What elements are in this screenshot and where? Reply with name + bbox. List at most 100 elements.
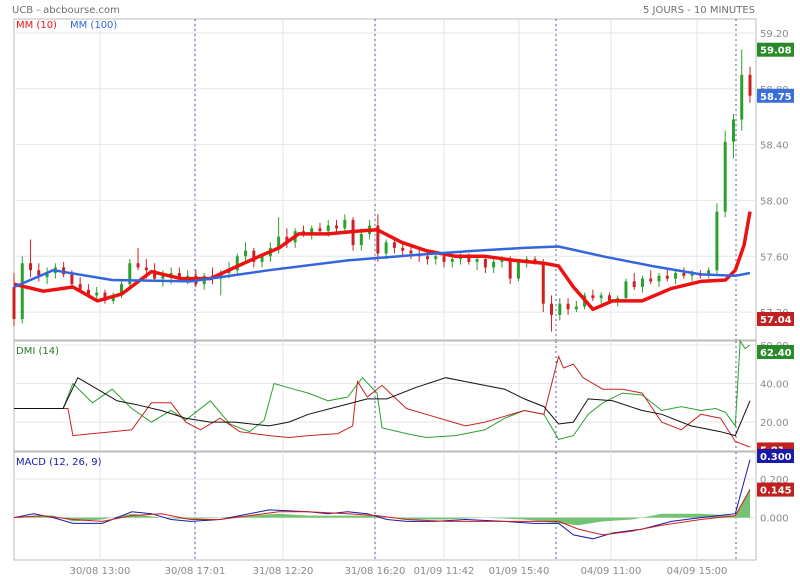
- y-tick-label: 58.00: [760, 196, 789, 207]
- candle-body: [715, 211, 719, 271]
- candle-body: [376, 225, 380, 254]
- x-tick-label: 31/08 12:20: [253, 566, 314, 577]
- candle-body: [37, 270, 41, 278]
- candle-body: [500, 259, 504, 262]
- candle-body: [244, 250, 248, 257]
- candle-body: [392, 242, 396, 248]
- dmi-line: [14, 354, 751, 448]
- candle-body: [153, 270, 157, 279]
- last-value-text: 0.145: [760, 486, 792, 497]
- y-tick-label: 58.40: [760, 141, 789, 152]
- macd-line: [13, 459, 751, 540]
- candle-body: [723, 141, 727, 212]
- dmi-line: [14, 376, 751, 437]
- candle-body: [20, 263, 24, 320]
- candle-body: [541, 261, 545, 304]
- candle-body: [748, 74, 752, 96]
- x-tick-label: 04/09 15:00: [667, 566, 728, 577]
- last-value-tag: [757, 449, 794, 463]
- candle-body: [516, 261, 520, 279]
- candle-body: [492, 261, 496, 268]
- last-value-tag: [757, 312, 794, 326]
- x-tick-label: 04/09 11:00: [581, 566, 642, 577]
- candle-body: [475, 259, 479, 262]
- candle-body: [649, 278, 653, 282]
- candle-body: [707, 270, 711, 276]
- price-frame: [13, 18, 757, 341]
- candle-body: [169, 273, 173, 276]
- last-value-text: 62.40: [760, 348, 792, 359]
- dmi-frame: [13, 340, 757, 452]
- legend-entry: MM (10): [16, 20, 57, 31]
- candle-body: [128, 263, 132, 285]
- candle-body: [86, 289, 90, 296]
- candle-body: [409, 250, 413, 254]
- candle-body: [235, 256, 239, 271]
- legend-entry: MM (100): [70, 20, 117, 31]
- candle-body: [95, 292, 99, 296]
- y-tick-label: 40.00: [760, 379, 789, 390]
- x-axis: 30/08 13:00 30/08 17:01 31/08 12:20 31/08 1…: [70, 566, 728, 577]
- dmi-label: DMI (14): [16, 346, 59, 357]
- x-tick-label: 30/08 17:01: [165, 566, 226, 577]
- candle-body: [177, 273, 181, 279]
- candle-body: [219, 273, 223, 279]
- last-value-tag: [757, 345, 794, 359]
- candle-body: [252, 250, 256, 262]
- candle-body: [161, 275, 165, 279]
- chart-title: UCB - abcbourse.com: [12, 5, 120, 16]
- candle-body: [632, 281, 636, 287]
- macd-panel: 0.000 0.200 MACD (12, 26, 9) 0.300 0.145: [13, 449, 794, 561]
- candle-body: [136, 263, 140, 268]
- last-value-text: 0.300: [760, 452, 792, 463]
- candle-body: [144, 267, 148, 271]
- macd-histogram: [14, 487, 750, 526]
- candle-body: [665, 275, 669, 279]
- candle-body: [690, 273, 694, 276]
- candle-body: [607, 295, 611, 301]
- candle-body: [401, 247, 405, 251]
- candle-body: [120, 284, 124, 296]
- y-tick-label: 57.60: [760, 252, 789, 263]
- macd-label: MACD (12, 26, 9): [16, 457, 102, 468]
- candle-body: [12, 286, 16, 320]
- chart-period: 5 JOURS - 10 MINUTES: [643, 5, 755, 16]
- x-tick-label: 31/08 16:20: [345, 566, 406, 577]
- candle-body: [326, 225, 330, 232]
- y-tick-label: 20.00: [760, 418, 789, 429]
- candle-body: [574, 306, 578, 310]
- ma10-line: [13, 211, 752, 312]
- candle-body: [674, 273, 678, 279]
- candle-body: [740, 74, 744, 120]
- y-tick-label: 0.000: [760, 514, 789, 525]
- candle-body: [78, 284, 82, 290]
- macd-frame: [13, 451, 757, 561]
- candle-body: [682, 273, 686, 276]
- x-tick-label: 30/08 13:00: [70, 566, 131, 577]
- x-tick-label: 01/09 11:42: [414, 566, 475, 577]
- candle-body: [640, 278, 644, 287]
- last-value-text: 57.04: [760, 315, 792, 326]
- candle-body: [566, 303, 570, 310]
- candle-body: [359, 233, 363, 246]
- last-value-text: 59.08: [760, 46, 792, 57]
- candle-body: [343, 219, 347, 229]
- candle-body: [533, 259, 537, 262]
- candle-body: [434, 256, 438, 260]
- x-tick-label: 01/09 15:40: [489, 566, 550, 577]
- candle-body: [657, 275, 661, 282]
- candle-body: [550, 303, 554, 315]
- y-tick-label: 59.20: [760, 29, 789, 40]
- candle-body: [335, 225, 339, 229]
- last-value-tag: [757, 42, 794, 57]
- candle-body: [29, 263, 33, 271]
- candle-body: [624, 281, 628, 299]
- candle-body: [70, 274, 74, 285]
- last-value-tag: [757, 88, 794, 103]
- last-value-text: 58.75: [760, 92, 792, 103]
- last-value-tag: [757, 482, 794, 497]
- candle-body: [450, 259, 454, 262]
- signal-line: [13, 489, 751, 536]
